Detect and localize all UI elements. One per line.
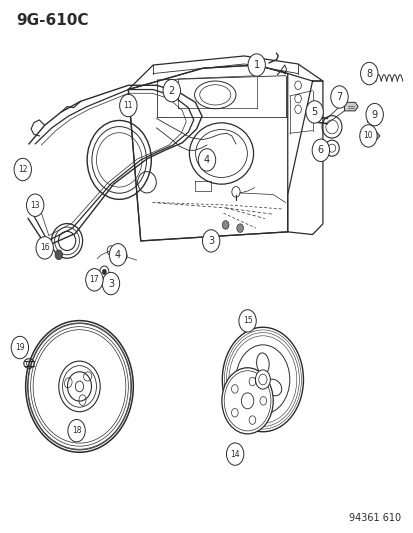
Text: 5: 5 (311, 107, 317, 117)
Ellipse shape (222, 327, 303, 432)
Circle shape (247, 54, 265, 76)
Circle shape (14, 158, 31, 181)
Text: 8: 8 (366, 69, 371, 78)
Polygon shape (363, 132, 379, 140)
Polygon shape (367, 116, 379, 123)
Text: 9: 9 (371, 110, 377, 119)
Circle shape (26, 194, 44, 216)
Circle shape (311, 139, 329, 161)
Text: 13: 13 (30, 201, 40, 209)
Circle shape (222, 221, 228, 229)
Circle shape (236, 224, 243, 232)
Circle shape (102, 272, 119, 295)
Circle shape (202, 230, 219, 252)
Text: 17: 17 (89, 276, 99, 284)
Polygon shape (344, 102, 357, 111)
Text: 18: 18 (72, 426, 81, 435)
Circle shape (68, 419, 85, 442)
Circle shape (226, 443, 243, 465)
Text: 9G-610C: 9G-610C (17, 13, 89, 28)
Circle shape (109, 244, 126, 266)
Text: 3: 3 (108, 279, 114, 288)
Text: 10: 10 (363, 132, 373, 140)
Text: 7: 7 (335, 92, 342, 102)
Circle shape (258, 374, 266, 385)
Ellipse shape (235, 345, 289, 414)
Circle shape (198, 149, 215, 171)
Circle shape (305, 101, 323, 123)
Circle shape (85, 269, 103, 291)
Text: 14: 14 (230, 450, 240, 458)
Circle shape (255, 370, 270, 389)
Text: 6: 6 (317, 146, 323, 155)
Circle shape (238, 310, 256, 332)
Ellipse shape (221, 368, 273, 434)
Text: 3: 3 (208, 236, 214, 246)
Circle shape (11, 336, 28, 359)
Text: 19: 19 (15, 343, 25, 352)
Text: 16: 16 (40, 244, 50, 252)
Text: 2: 2 (168, 86, 175, 95)
Circle shape (102, 269, 106, 274)
Text: 15: 15 (242, 317, 252, 325)
Text: 94361 610: 94361 610 (349, 513, 401, 523)
Circle shape (55, 250, 62, 260)
Circle shape (359, 125, 376, 147)
Text: 11: 11 (123, 101, 133, 110)
Circle shape (365, 103, 382, 126)
Circle shape (119, 94, 137, 117)
Text: 12: 12 (18, 165, 27, 174)
Circle shape (163, 79, 180, 102)
Circle shape (360, 62, 377, 85)
Text: 4: 4 (115, 250, 121, 260)
Circle shape (36, 237, 53, 259)
Text: 1: 1 (253, 60, 259, 70)
Text: 4: 4 (204, 155, 209, 165)
Circle shape (330, 86, 347, 108)
